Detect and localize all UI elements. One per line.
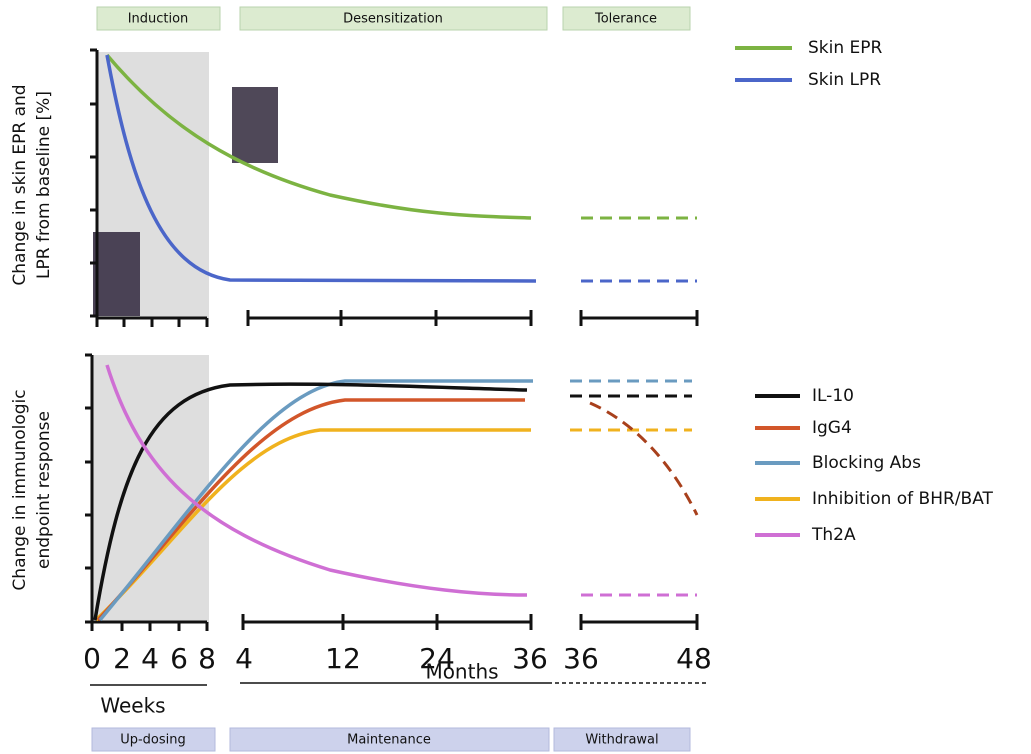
legend-label: IL-10 bbox=[812, 386, 854, 406]
legend-label: Blocking Abs bbox=[812, 453, 921, 473]
x-tick-label: 2 bbox=[113, 642, 131, 675]
x-axis bbox=[92, 622, 207, 631]
photo bbox=[93, 232, 140, 316]
x-tick-label: 6 bbox=[170, 642, 188, 675]
phase-label: Withdrawal bbox=[585, 733, 658, 748]
y-label: Change in immunologic bbox=[10, 389, 30, 590]
legend-label: Skin EPR bbox=[808, 38, 883, 58]
x-tick-label: 0 bbox=[83, 642, 101, 675]
y-label: LPR from baseline [%] bbox=[34, 91, 54, 279]
curve-igg4-dashed bbox=[590, 403, 697, 515]
x-label: Months bbox=[425, 660, 498, 684]
x-label: Weeks bbox=[100, 694, 165, 718]
x-tick-label: 48 bbox=[676, 642, 712, 675]
x-axis bbox=[581, 614, 697, 630]
x-tick-label: 8 bbox=[198, 642, 216, 675]
phase-label: Up-dosing bbox=[120, 733, 186, 748]
legend-label: IgG4 bbox=[812, 418, 852, 438]
legend-label: Th2A bbox=[811, 525, 856, 545]
x-tick-label: 4 bbox=[235, 642, 253, 675]
photo bbox=[232, 87, 278, 163]
x-axis bbox=[243, 614, 531, 630]
legend-top: Skin EPR Skin LPR bbox=[735, 38, 883, 90]
x-tick-label: 4 bbox=[141, 642, 159, 675]
y-label: endpoint response bbox=[34, 411, 54, 569]
legend-bottom: IL-10 IgG4 Blocking Abs Inhibition of BH… bbox=[755, 386, 994, 545]
x-tick-label: 36 bbox=[563, 642, 599, 675]
x-tick-labels: 0 2 4 6 8 4 12 24 36 36 48 bbox=[83, 642, 712, 675]
phase-boxes-bottom: Up-dosing Maintenance Withdrawal bbox=[92, 728, 690, 751]
legend-label: Inhibition of BHR/BAT bbox=[812, 489, 994, 509]
legend-label: Skin LPR bbox=[808, 70, 881, 90]
figure: Induction Desensitization Tolerance Chan… bbox=[0, 0, 1031, 754]
x-axis bbox=[581, 310, 697, 326]
phase-label: Induction bbox=[128, 12, 189, 27]
x-tick-label: 12 bbox=[325, 642, 361, 675]
y-axis bbox=[85, 355, 92, 622]
y-label: Change in skin EPR and bbox=[10, 84, 30, 285]
phase-boxes-top: Induction Desensitization Tolerance bbox=[97, 7, 690, 30]
x-axis bbox=[248, 310, 531, 326]
x-axis bbox=[97, 318, 207, 327]
phase-label: Tolerance bbox=[594, 12, 657, 27]
x-tick-label: 36 bbox=[512, 642, 548, 675]
phase-label: Desensitization bbox=[343, 12, 443, 27]
phase-label: Maintenance bbox=[347, 733, 431, 748]
